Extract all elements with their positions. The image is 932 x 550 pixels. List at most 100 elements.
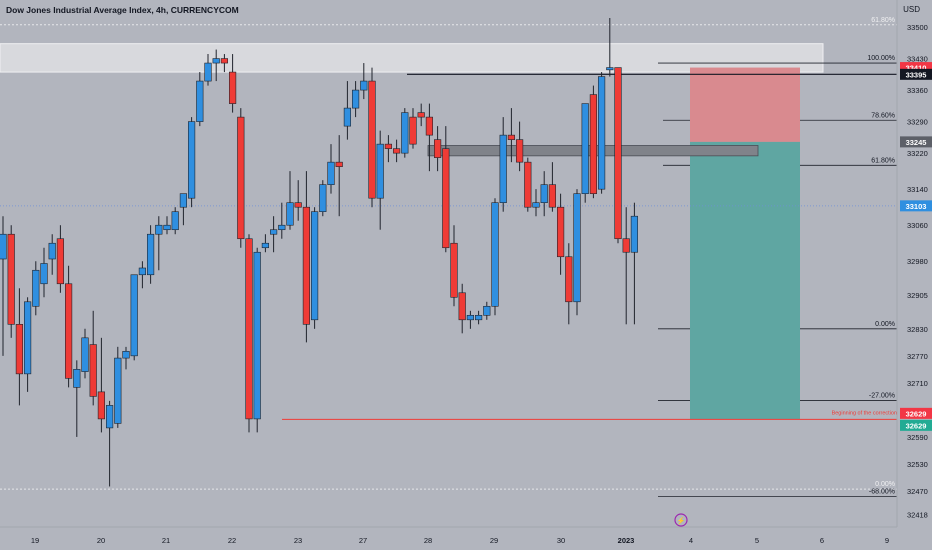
- candle: [278, 224, 286, 231]
- candle: [368, 80, 376, 199]
- resistance-zone: [0, 43, 824, 73]
- candle: [417, 112, 425, 118]
- candle: [114, 357, 122, 424]
- candle: [335, 161, 343, 167]
- currency-label: USD: [903, 5, 920, 14]
- price-tag-label: 33410: [906, 64, 927, 73]
- price-tag-target: [900, 419, 932, 431]
- event-marker-icon: [674, 513, 688, 527]
- candle: [474, 314, 483, 321]
- candle: [597, 76, 606, 190]
- candle: [106, 405, 114, 429]
- candle: [376, 143, 384, 199]
- y-tick-label: 33140: [907, 185, 928, 194]
- candle: [524, 161, 532, 208]
- candle: [458, 292, 466, 321]
- candle: [97, 391, 105, 420]
- candle: [196, 80, 204, 122]
- candle: [7, 233, 15, 325]
- x-tick-label: 23: [294, 536, 302, 545]
- candle: [237, 116, 245, 240]
- x-tick-label: 29: [490, 536, 498, 545]
- candle: [433, 139, 442, 158]
- fib-label: 0.00%: [875, 321, 895, 328]
- y-tick-label: 33060: [907, 221, 928, 230]
- candle: [540, 184, 548, 203]
- y-tick-label: 32710: [907, 379, 928, 388]
- y-tick-label: 32830: [907, 325, 928, 334]
- candle: [179, 193, 188, 208]
- y-tick-label: 32770: [907, 352, 928, 361]
- candle: [155, 224, 163, 235]
- price-tag-grey: [900, 136, 932, 148]
- candle: [122, 351, 130, 359]
- candle: [32, 269, 40, 307]
- price-tag-current: [900, 200, 932, 212]
- x-tick-label: 19: [31, 536, 39, 545]
- fib-label: -27.00%: [869, 392, 895, 399]
- candle: [229, 71, 237, 104]
- candle: [614, 67, 622, 240]
- x-tick-label: 22: [228, 536, 236, 545]
- fib-label: 61.80%: [871, 157, 895, 164]
- price-tag-stop: [900, 407, 932, 419]
- target-zone: [690, 141, 800, 420]
- candle: [163, 224, 171, 231]
- stop-loss-zone: [690, 67, 800, 142]
- candle: [73, 369, 81, 388]
- x-tick-label: 6: [820, 536, 824, 545]
- candle: [310, 211, 319, 321]
- y-tick-label: 32418: [907, 510, 928, 519]
- candle: [606, 67, 614, 71]
- price-tag-label: 33103: [906, 202, 927, 211]
- price-tag-label: 33245: [906, 138, 927, 147]
- x-tick-label: 21: [162, 536, 170, 545]
- candle: [302, 206, 311, 325]
- candle: [515, 139, 524, 163]
- y-tick-label: 33220: [907, 149, 928, 158]
- candle: [0, 233, 7, 260]
- y-tick-label: 32590: [907, 433, 928, 442]
- fib-label: 0.00%: [875, 481, 895, 488]
- candle: [491, 202, 499, 307]
- candle: [319, 184, 327, 213]
- y-tick-label: 33430: [907, 55, 928, 64]
- candle: [360, 80, 368, 91]
- y-tick-label: 32530: [907, 460, 928, 469]
- candle: [573, 193, 581, 303]
- candle: [286, 202, 294, 226]
- candle: [532, 202, 540, 208]
- x-tick-label: 28: [424, 536, 432, 545]
- candle: [56, 238, 64, 285]
- candle: [507, 134, 516, 140]
- candle: [409, 116, 417, 145]
- candle: [188, 121, 196, 199]
- candle: [556, 206, 565, 258]
- candle: [483, 305, 491, 316]
- candle: [630, 215, 638, 253]
- fib-label: 100.00%: [867, 55, 895, 62]
- candle: [81, 337, 89, 372]
- candle: [204, 62, 212, 82]
- y-tick-label: 33500: [907, 23, 928, 32]
- candle: [261, 242, 270, 249]
- x-tick-label: 2023: [618, 536, 635, 545]
- x-tick-label: 27: [359, 536, 367, 545]
- x-tick-label: 9: [885, 536, 889, 545]
- chart-title: Dow Jones Industrial Average Index, 4h, …: [6, 5, 239, 15]
- price-tag-label: 33395: [906, 70, 927, 79]
- candle: [147, 233, 155, 276]
- y-tick-label: 33360: [907, 86, 928, 95]
- candle: [548, 184, 556, 208]
- candle: [220, 58, 229, 64]
- correction-label: Beginning of the correction: [832, 410, 897, 416]
- candle: [425, 116, 434, 136]
- candle: [384, 143, 393, 149]
- price-tag-label: 32629: [906, 421, 927, 430]
- candle: [253, 251, 261, 420]
- candle: [343, 107, 352, 127]
- candle: [48, 242, 56, 260]
- candle: [442, 148, 450, 249]
